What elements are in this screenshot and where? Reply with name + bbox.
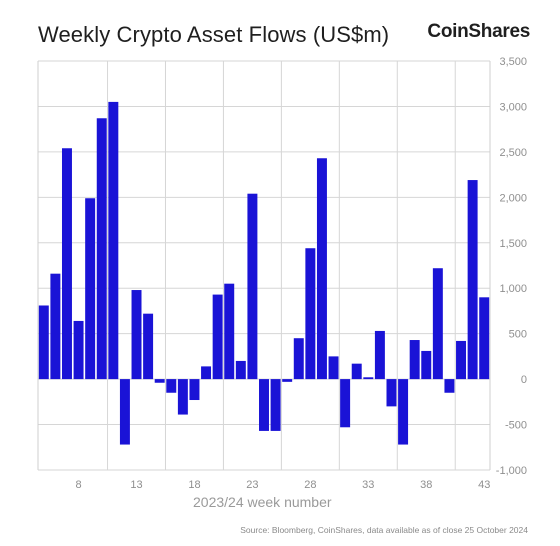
y-tick-label: 3,500 [499, 56, 527, 68]
bar-week-32 [351, 363, 362, 380]
bar-week-33 [363, 377, 374, 380]
bar-week-43 [479, 297, 490, 380]
y-tick-label: -500 [505, 420, 527, 432]
bar-week-36 [398, 379, 409, 445]
bar-week-11 [108, 101, 119, 380]
bar-week-31 [340, 379, 351, 428]
bar-week-16 [166, 379, 177, 393]
bar-week-7 [61, 148, 72, 380]
y-tick-label: 1,500 [499, 238, 527, 250]
bar-week-26 [282, 379, 293, 382]
bar-week-39 [432, 268, 443, 380]
bar-week-23 [247, 193, 258, 380]
x-tick-label: 38 [420, 479, 432, 491]
x-tick-label: 8 [76, 479, 82, 491]
y-tick-label: 3,000 [499, 101, 527, 113]
bar-week-21 [224, 283, 235, 380]
y-tick-label: 0 [521, 374, 527, 386]
bar-week-40 [444, 379, 455, 393]
x-tick-label: 23 [246, 479, 258, 491]
bar-week-37 [409, 340, 420, 380]
x-tick-label: 28 [304, 479, 316, 491]
bar-week-20 [212, 294, 223, 380]
bar-week-41 [456, 340, 467, 380]
bar-week-25 [270, 379, 281, 431]
y-tick-label: 500 [509, 329, 527, 341]
bar-week-34 [374, 330, 385, 380]
bar-week-18 [189, 379, 200, 401]
bar-week-14 [143, 313, 154, 380]
x-tick-label: 18 [188, 479, 200, 491]
bar-week-15 [154, 379, 165, 383]
bar-week-9 [85, 198, 96, 380]
bar-week-17 [177, 379, 188, 415]
coinshares-logo: CoinShares [427, 21, 530, 42]
bar-week-6 [50, 273, 61, 380]
y-tick-label: 2,000 [499, 192, 527, 204]
source-note: Source: Bloomberg, CoinShares, data avai… [240, 525, 528, 535]
x-axis-label: 2023/24 week number [193, 494, 332, 510]
bar-week-42 [467, 180, 478, 380]
bar-week-35 [386, 379, 397, 407]
bar-week-12 [119, 379, 130, 445]
bar-week-8 [73, 320, 84, 380]
bar-week-38 [421, 350, 432, 380]
bar-week-22 [235, 360, 246, 380]
bar-week-10 [96, 118, 107, 380]
x-tick-label: 43 [478, 479, 490, 491]
y-tick-label: 2,500 [499, 147, 527, 159]
x-tick-label: 13 [130, 479, 142, 491]
bar-week-29 [316, 158, 327, 380]
y-tick-label: -1,000 [496, 465, 527, 477]
bar-week-24 [259, 379, 269, 431]
bar-week-27 [293, 338, 304, 380]
bar-week-13 [131, 290, 142, 380]
y-tick-label: 1,000 [499, 283, 527, 295]
bar-week-30 [328, 356, 339, 380]
x-tick-label: 33 [362, 479, 374, 491]
bar-week-5 [38, 305, 49, 380]
chart-title: Weekly Crypto Asset Flows (US$m) [38, 22, 390, 47]
bar-week-28 [305, 248, 316, 380]
bar-week-19 [201, 366, 212, 380]
